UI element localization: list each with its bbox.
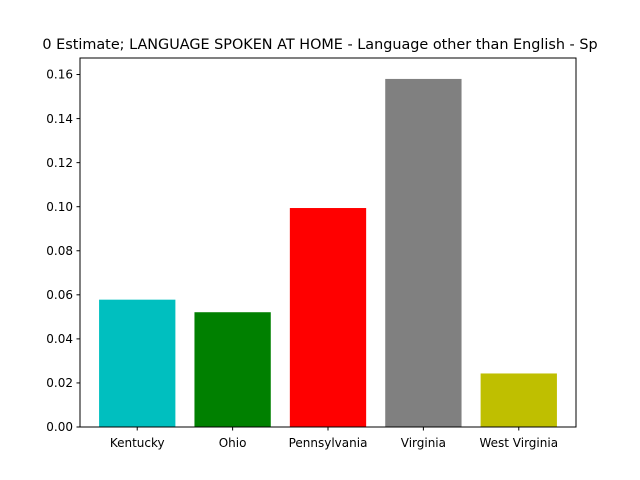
y-tick-label: 0.08 bbox=[46, 244, 73, 258]
plot-area bbox=[79, 57, 577, 428]
y-tick-label: 0.10 bbox=[46, 200, 73, 214]
bar-pennsylvania bbox=[289, 208, 367, 427]
x-tick-label: Kentucky bbox=[110, 436, 165, 450]
y-axis: 0.00 0.02 0.04 0.06 0.08 0.10 0.12 0.14 0.16 bbox=[46, 68, 80, 434]
chart-title: 0 Estimate; LANGUAGE SPOKEN AT HOME - La… bbox=[42, 37, 597, 53]
y-tick-label: 0.02 bbox=[46, 376, 73, 390]
y-tick-label: 0.16 bbox=[46, 68, 73, 82]
y-tick-label: 0.04 bbox=[46, 332, 73, 346]
x-tick-label: West Virginia bbox=[479, 436, 558, 450]
x-tick-label: Ohio bbox=[219, 436, 247, 450]
y-tick-label: 0.12 bbox=[46, 156, 73, 170]
y-tick-label: 0.14 bbox=[46, 112, 73, 126]
x-axis: Kentucky Ohio Pennsylvania Virginia West Vir… bbox=[110, 427, 558, 450]
bar-ohio bbox=[194, 312, 271, 427]
bar-west-virginia bbox=[480, 373, 557, 427]
x-tick-label: Pennsylvania bbox=[289, 436, 368, 450]
bar-virginia bbox=[385, 78, 462, 428]
bar-kentucky bbox=[99, 299, 176, 427]
y-tick-label: 0.00 bbox=[46, 420, 73, 434]
x-tick-label: Virginia bbox=[401, 436, 446, 450]
y-tick-label: 0.06 bbox=[46, 288, 73, 302]
bars-group bbox=[99, 78, 557, 428]
